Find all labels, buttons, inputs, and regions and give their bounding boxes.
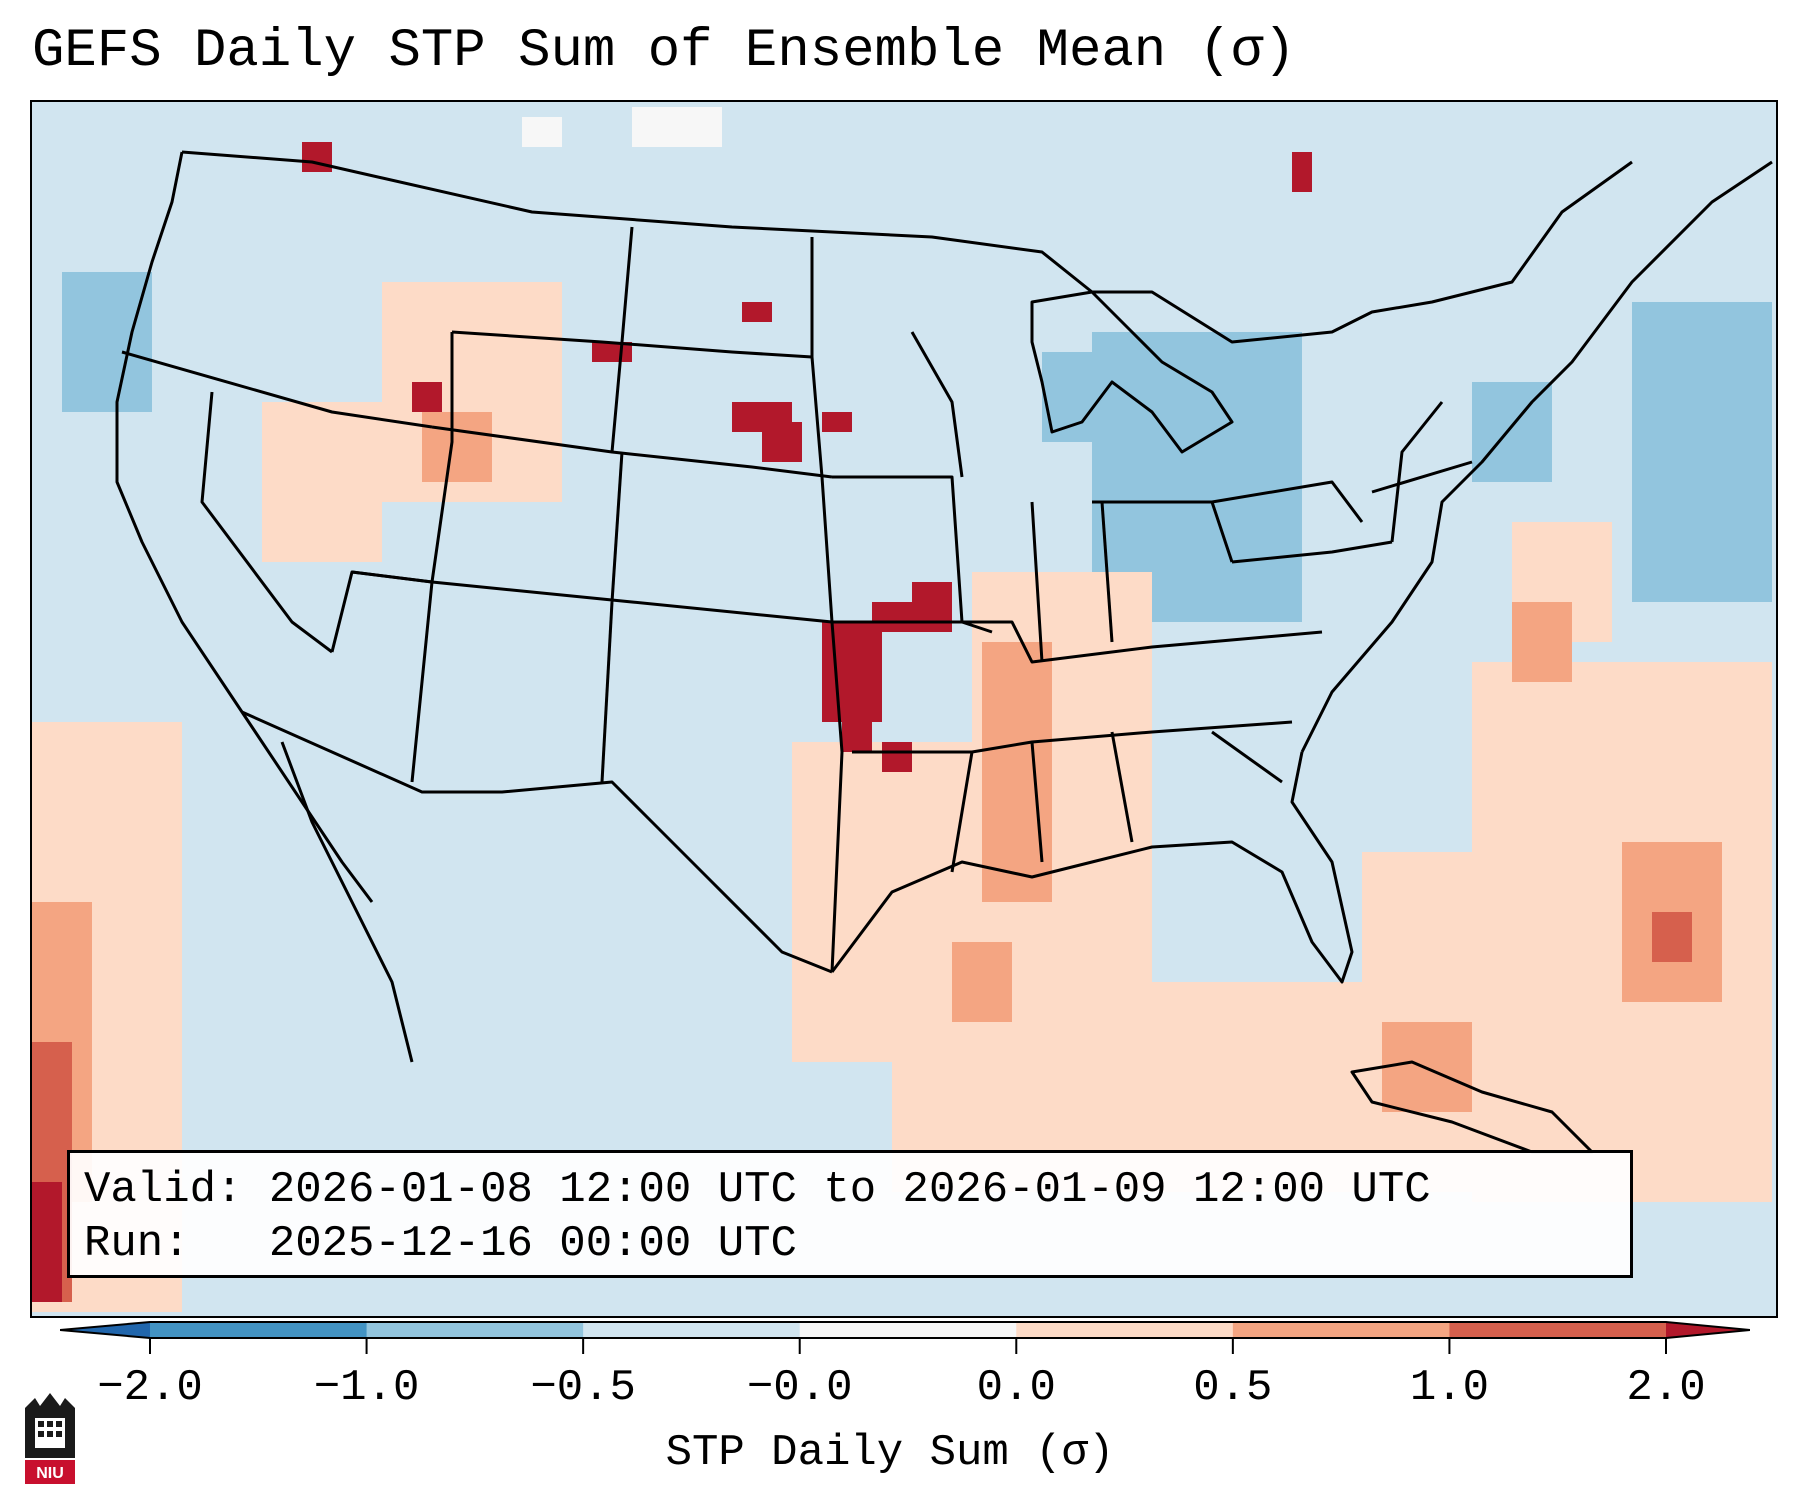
colorbar-tick-label: −2.0 bbox=[97, 1363, 203, 1413]
colorbar-tick-label: −1.0 bbox=[313, 1363, 420, 1413]
state-line bbox=[121, 350, 433, 429]
valid-text: 2026-01-08 12:00 UTC to 2026-01-09 12:00… bbox=[268, 1165, 1431, 1215]
negative-patch bbox=[62, 272, 152, 412]
colorbar-segment bbox=[150, 1322, 368, 1338]
moderate-patch bbox=[982, 642, 1052, 902]
colorbar-over-arrow bbox=[1666, 1322, 1750, 1338]
state-line bbox=[610, 226, 634, 453]
state-line bbox=[910, 331, 964, 478]
colorbar-segment bbox=[366, 1322, 584, 1338]
state-borders bbox=[115, 150, 1773, 1154]
colorbar-segment bbox=[583, 1322, 801, 1338]
niu-logo-icon: NIU bbox=[25, 1393, 75, 1484]
gulf-coast bbox=[830, 751, 1354, 984]
moderate-patch bbox=[422, 412, 492, 482]
colorbar-segments bbox=[150, 1322, 1667, 1338]
strong-patch bbox=[1652, 912, 1692, 962]
state-line bbox=[1371, 460, 1473, 494]
state-line bbox=[600, 601, 614, 783]
colorbar-label: STP Daily Sum (σ) bbox=[665, 1428, 1115, 1478]
state-line bbox=[1390, 401, 1444, 543]
state-line bbox=[810, 237, 844, 973]
state-line bbox=[1100, 501, 1114, 643]
valid-line: Valid: 2026-01-08 12:00 UTC to 2026-01-0… bbox=[84, 1163, 1616, 1217]
high-patch bbox=[742, 302, 772, 322]
state-line bbox=[451, 330, 813, 359]
colorbar-ticks bbox=[149, 1338, 1667, 1354]
baja-coast bbox=[280, 741, 414, 1063]
colorbar-tick-label: 2.0 bbox=[1626, 1363, 1706, 1413]
state-line bbox=[842, 620, 1323, 664]
colorbar-tick-label: 0.5 bbox=[1193, 1363, 1273, 1413]
svg-text:NIU: NIU bbox=[36, 1465, 64, 1482]
near-zero-patch bbox=[522, 117, 562, 147]
run-label: Run: bbox=[84, 1219, 190, 1269]
state-line bbox=[1211, 480, 1364, 523]
colorbar-segment bbox=[1449, 1322, 1667, 1338]
high-patch bbox=[912, 582, 952, 612]
high-patch bbox=[762, 422, 802, 462]
high-patch bbox=[882, 742, 912, 772]
colorbar-tick-label: 1.0 bbox=[1409, 1363, 1490, 1413]
state-line bbox=[200, 391, 333, 654]
state-line bbox=[1231, 540, 1393, 564]
state-line bbox=[1030, 501, 1044, 663]
high-patch bbox=[32, 1182, 62, 1302]
high-patch bbox=[1292, 152, 1312, 192]
map-title: GEFS Daily STP Sum of Ensemble Mean (σ) bbox=[32, 21, 1296, 82]
great-lakes bbox=[1030, 290, 1234, 454]
colorbar-outline bbox=[60, 1321, 1750, 1339]
near-zero-patch bbox=[632, 107, 722, 147]
high-patch bbox=[412, 382, 442, 412]
stp-map bbox=[32, 107, 1773, 1312]
high-patch bbox=[822, 622, 882, 722]
state-line bbox=[832, 475, 993, 634]
colorbar-tick-label: −0.0 bbox=[746, 1363, 853, 1413]
state-line bbox=[431, 425, 833, 479]
colorbar-tick-label: −0.5 bbox=[530, 1363, 636, 1413]
colorbar-tick-label: 0.0 bbox=[976, 1363, 1056, 1413]
us-canada-border bbox=[181, 150, 1633, 344]
high-patch bbox=[302, 142, 332, 172]
colorbar bbox=[60, 1321, 1750, 1354]
us-mexico-border bbox=[241, 710, 833, 974]
state-line bbox=[1110, 731, 1134, 843]
valid-time-box: Valid: 2026-01-08 12:00 UTC to 2026-01-0… bbox=[67, 1150, 1633, 1278]
colorbar-segment bbox=[1232, 1322, 1450, 1338]
moderate-patch bbox=[1512, 602, 1572, 682]
colorbar-segment bbox=[799, 1322, 1017, 1338]
run-text: 2025-12-16 00:00 UTC bbox=[268, 1219, 797, 1269]
state-line bbox=[1211, 730, 1283, 784]
map-panel bbox=[30, 100, 1778, 1318]
state-line bbox=[1030, 741, 1044, 863]
negative-patch bbox=[1632, 302, 1772, 602]
state-line bbox=[351, 570, 952, 624]
west-coast bbox=[115, 151, 374, 903]
state-line bbox=[950, 751, 974, 873]
high-patch bbox=[842, 722, 872, 752]
state-line bbox=[610, 451, 624, 603]
colorbar-under-arrow bbox=[60, 1322, 150, 1338]
stp-anomaly-field bbox=[32, 107, 1772, 1312]
run-line: Run: 2025-12-16 00:00 UTC bbox=[84, 1217, 1616, 1271]
colorbar-segment bbox=[1016, 1322, 1234, 1338]
state-line bbox=[410, 581, 434, 783]
positive-patch bbox=[1362, 852, 1512, 1172]
high-patch bbox=[822, 412, 852, 432]
positive-patch bbox=[262, 402, 382, 562]
east-coast bbox=[1300, 160, 1773, 753]
moderate-patch bbox=[952, 942, 1012, 1022]
negative-patch bbox=[1472, 382, 1552, 482]
valid-label: Valid: bbox=[84, 1165, 243, 1215]
